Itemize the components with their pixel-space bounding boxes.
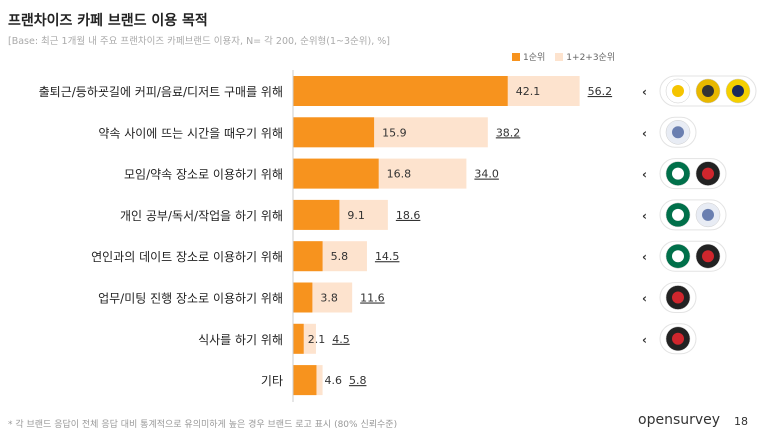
bar-rank1 — [293, 76, 508, 106]
red-black-logo-mark — [672, 291, 684, 304]
chevron-left-icon: ‹ — [642, 292, 647, 306]
legend-label: 1+2+3순위 — [566, 53, 616, 63]
data-label-rank1: 15.9 — [382, 126, 407, 139]
red-black-logo-mark — [702, 250, 714, 263]
data-label-rank1: 4.6 — [324, 374, 342, 387]
data-label-rank1: 16.8 — [387, 168, 412, 181]
data-label-rank123: 4.5 — [332, 333, 350, 346]
data-label-rank1: 5.8 — [331, 250, 349, 263]
person-portrait-logo-mark — [732, 85, 744, 97]
bar-rank1 — [293, 199, 340, 230]
data-label-rank123: 14.5 — [375, 250, 400, 263]
bar-rank1 — [293, 365, 317, 396]
data-label-rank123: 18.6 — [396, 209, 421, 222]
legend: 1순위 1+2+3순위 — [512, 50, 615, 63]
bar-rank1 — [293, 117, 375, 148]
chevron-left-icon: ‹ — [642, 85, 647, 99]
data-label-rank1: 42.1 — [516, 85, 541, 98]
data-label-rank123: 56.2 — [588, 85, 613, 98]
red-black-logo-mark — [672, 332, 684, 345]
category-label: 기타 — [261, 374, 283, 388]
starbucks-logo-mark — [672, 167, 684, 180]
data-label-rank1: 9.1 — [347, 209, 365, 222]
page-title: 프랜차이즈 카페 브랜드 이용 목적 — [8, 13, 208, 29]
chevron-left-icon: ‹ — [642, 250, 647, 264]
chevron-left-icon: ‹ — [642, 209, 647, 223]
legend-label: 1순위 — [523, 53, 546, 63]
bar-rank1 — [293, 241, 323, 272]
data-label-rank123: 38.2 — [496, 126, 521, 139]
yellow-cup-logo-mark — [672, 85, 684, 97]
category-label: 식사를 하기 위해 — [198, 333, 283, 347]
red-black-logo-mark — [702, 167, 714, 180]
category-label: 출퇴근/등하굣길에 커피/음료/디저트 구매를 위해 — [39, 85, 283, 99]
category-label: 모임/약속 장소로 이용하기 위해 — [124, 167, 283, 182]
category-label: 업무/미팅 진행 장소로 이용하기 위해 — [98, 291, 283, 306]
legend-swatch-rank1 — [512, 53, 520, 61]
gray-blue-circle-logo-mark — [672, 126, 684, 139]
data-label-rank123: 5.8 — [349, 374, 367, 387]
bar-rank1 — [293, 282, 313, 313]
bar-rank1 — [293, 158, 379, 189]
page-number: 18 — [734, 415, 748, 428]
starbucks-logo-mark — [672, 250, 684, 263]
data-label-rank123: 34.0 — [474, 168, 499, 181]
data-label-rank1: 3.8 — [320, 292, 338, 305]
chevron-left-icon: ‹ — [642, 168, 647, 182]
starbucks-logo-mark — [672, 208, 684, 221]
round-coffee-logo-mark — [702, 85, 714, 97]
category-label: 약속 사이에 뜨는 시간을 때우기 위해 — [98, 125, 283, 140]
legend-item-rank1: 1순위 — [512, 50, 545, 63]
brand-logo-text: opensurvey — [638, 412, 721, 428]
page-subtitle: [Base: 최근 1개월 내 주요 프랜차이즈 카페브랜드 이용자, N= 각… — [8, 36, 391, 47]
footnote: * 각 브랜드 응답이 전체 응답 대비 통계적으로 유의미하게 높은 경우 브… — [8, 420, 398, 430]
chevron-left-icon: ‹ — [642, 333, 647, 347]
chevron-left-icon: ‹ — [642, 126, 647, 140]
category-label: 연인과의 데이트 장소로 이용하기 위해 — [91, 250, 283, 264]
bar-rank1 — [293, 323, 304, 354]
category-label: 개인 공부/독서/작업을 하기 위해 — [120, 209, 283, 223]
legend-swatch-rank123 — [555, 53, 564, 61]
data-label-rank123: 11.6 — [360, 292, 385, 305]
gray-blue-circle-logo-mark — [702, 208, 714, 221]
data-label-rank1: 2.1 — [308, 333, 326, 346]
legend-item-rank123: 1+2+3순위 — [555, 50, 615, 63]
